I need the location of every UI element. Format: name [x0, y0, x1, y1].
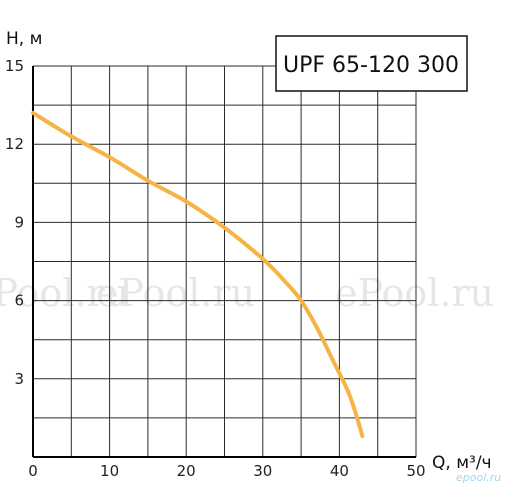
chart-title: UPF 65-120 300 [283, 53, 459, 78]
x-tick-label: 10 [100, 462, 119, 480]
y-tick-labels: 3 6 9 12 15 [5, 57, 24, 388]
x-axis-label: Q, м³/ч [432, 453, 492, 473]
x-tick-labels: 0 10 20 30 40 50 [28, 462, 425, 480]
series-line [31, 110, 365, 439]
series-group [31, 110, 365, 439]
watermark-text-right: ePool.ru [335, 271, 494, 315]
y-tick-label: 3 [14, 370, 24, 388]
watermark-text-left: ePool.ru [0, 271, 129, 315]
axes [32, 66, 416, 458]
x-tick-label: 50 [406, 462, 425, 480]
legend-box: UPF 65-120 300 [275, 35, 468, 92]
watermark-text-center: ePool.ru [96, 271, 255, 315]
y-tick-label: 15 [5, 57, 24, 75]
y-tick-label: 12 [5, 135, 24, 153]
grid [32, 65, 417, 458]
x-tick-label: 30 [253, 462, 272, 480]
x-tick-label: 20 [177, 462, 196, 480]
y-tick-label: 6 [14, 292, 24, 310]
y-axis-label: H, м [6, 29, 42, 49]
x-tick-label: 40 [330, 462, 349, 480]
x-tick-label: 0 [28, 462, 38, 480]
y-tick-label: 9 [14, 213, 24, 231]
watermark-logo: epool.ru [456, 471, 501, 484]
watermark-group: ePool.ru ePool.ru ePool.ru epool.ru [0, 271, 501, 484]
legend-frame [275, 35, 468, 92]
